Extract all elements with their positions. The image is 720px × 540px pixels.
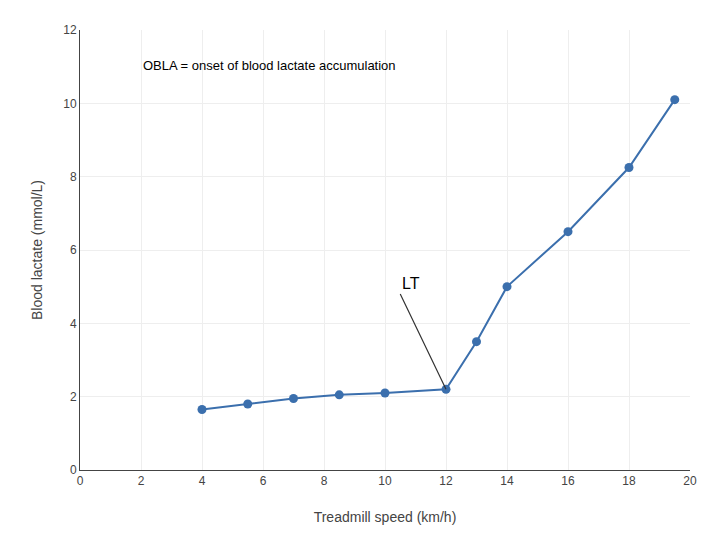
svg-text:12: 12 [63,23,77,37]
svg-text:8: 8 [321,474,328,488]
svg-text:6: 6 [70,243,77,257]
svg-text:18: 18 [622,474,636,488]
svg-text:16: 16 [561,474,575,488]
svg-text:14: 14 [500,474,514,488]
svg-text:8: 8 [70,170,77,184]
svg-text:OBLA = onset of blood lactate: OBLA = onset of blood lactate accumulati… [143,58,396,73]
svg-text:0: 0 [77,474,84,488]
svg-text:Blood lactate (mmol/L): Blood lactate (mmol/L) [29,180,45,320]
svg-text:20: 20 [683,474,697,488]
svg-text:2: 2 [70,390,77,404]
svg-text:10: 10 [63,97,77,111]
svg-text:4: 4 [199,474,206,488]
svg-text:10: 10 [378,474,392,488]
svg-text:6: 6 [260,474,267,488]
svg-text:Treadmill speed (km/h): Treadmill speed (km/h) [314,509,457,525]
svg-text:2: 2 [138,474,145,488]
svg-text:0: 0 [70,463,77,477]
svg-text:4: 4 [70,317,77,331]
svg-text:LT: LT [402,275,420,292]
svg-text:12: 12 [439,474,453,488]
